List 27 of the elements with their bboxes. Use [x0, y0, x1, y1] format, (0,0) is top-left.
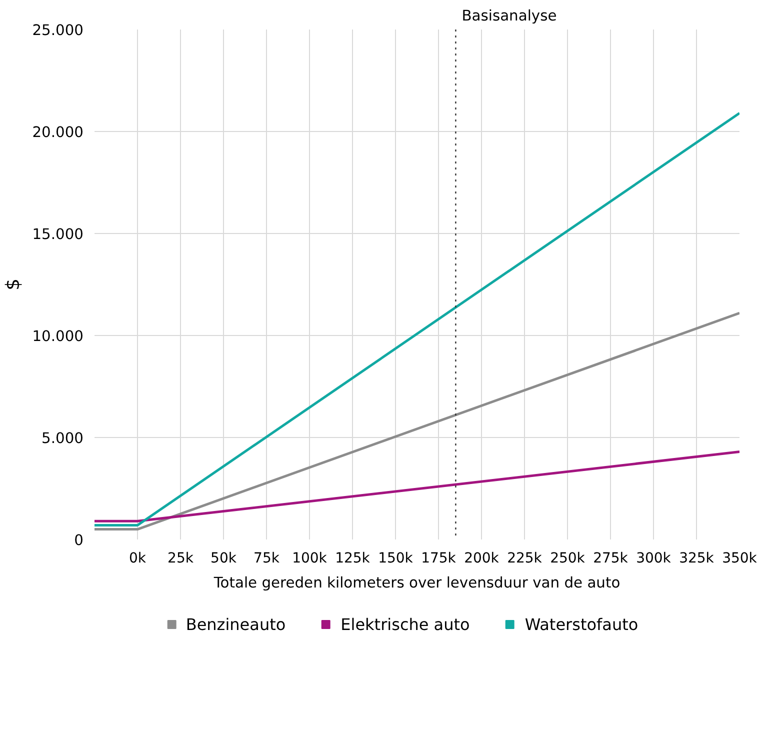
x-tick-label: 50k	[210, 550, 238, 566]
y-tick-label: 15.000	[32, 226, 84, 243]
x-tick-label: 75k	[254, 550, 280, 566]
x-tick-label: 225k	[507, 550, 543, 566]
x-tick-label: 0k	[128, 550, 147, 566]
x-tick-label: 300k	[636, 550, 672, 566]
y-axis-title: $	[3, 278, 24, 290]
x-tick-label: 25k	[168, 550, 194, 566]
x-tick-label: 350k	[722, 550, 758, 566]
legend-label: Waterstofauto	[524, 614, 638, 634]
ref-line-label: Basisanalyse	[462, 8, 557, 24]
legend-label: Benzineauto	[186, 614, 286, 634]
legend-label: Elektrische auto	[340, 614, 470, 634]
x-tick-label: 100k	[292, 550, 328, 566]
x-tick-label: 150k	[378, 550, 414, 566]
x-tick-label: 125k	[335, 550, 371, 566]
y-tick-label: 5.000	[42, 430, 84, 447]
x-tick-label: 275k	[593, 550, 629, 566]
x-tick-label: 175k	[421, 550, 457, 566]
x-axis-title: Totale gereden kilometers over levensduur van de auto	[212, 574, 620, 592]
y-tick-label: 20.000	[32, 124, 84, 141]
x-tick-label: 250k	[550, 550, 586, 566]
x-tick-label: 200k	[464, 550, 500, 566]
y-tick-label: 0	[74, 532, 84, 549]
y-tick-label: 10.000	[32, 328, 84, 345]
x-tick-label: 325k	[679, 550, 715, 566]
y-tick-label: 25.000	[32, 22, 84, 39]
